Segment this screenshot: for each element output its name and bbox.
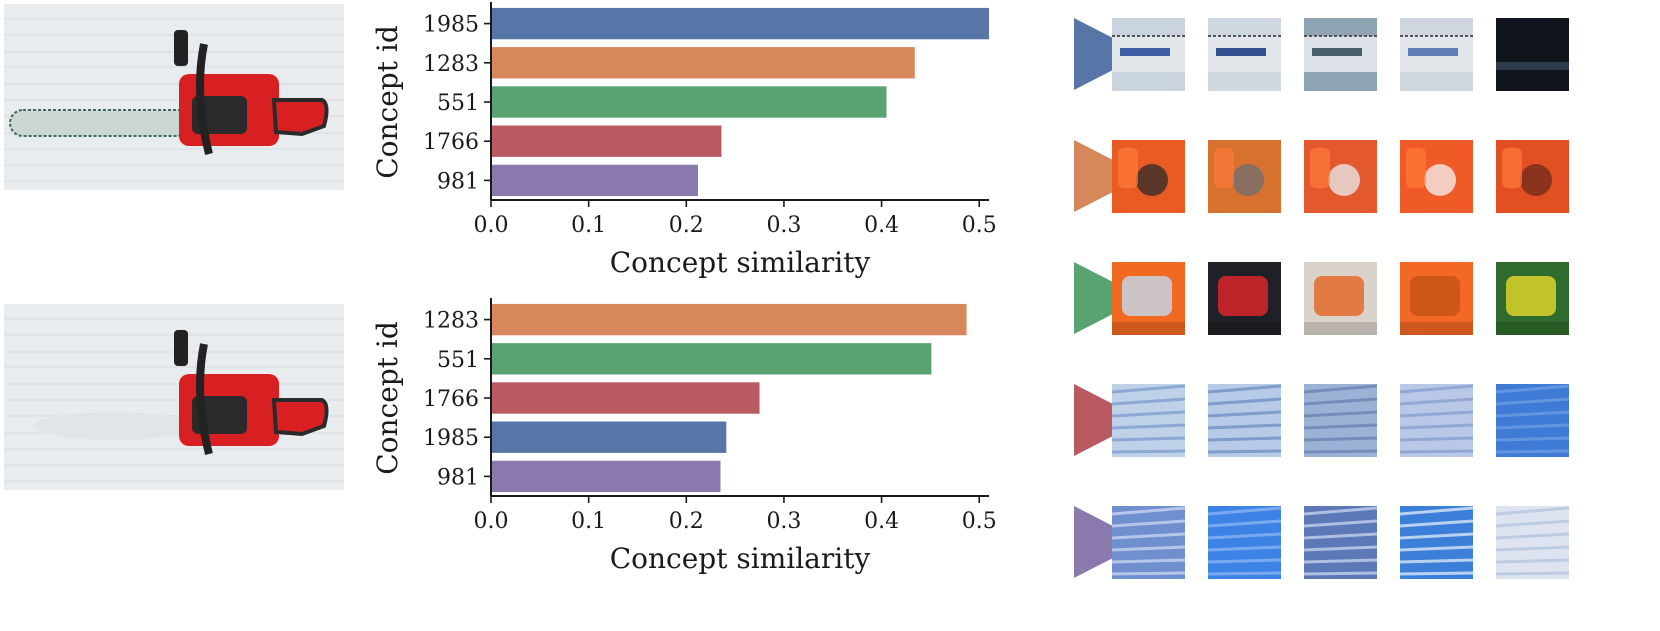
x-tick-label: 0.3 — [766, 509, 801, 534]
concept-981-example-patch-icon — [1112, 506, 1185, 579]
x-tick-label: 0.2 — [669, 213, 704, 238]
bar-1766 — [491, 382, 760, 414]
concept-row-1283 — [1068, 136, 1658, 216]
x-tick-label: 0.5 — [962, 509, 997, 534]
y-tick-label-1283: 1283 — [423, 309, 479, 334]
y-tick-label-551: 551 — [437, 348, 479, 373]
orange-triangle-marker-icon — [1074, 140, 1144, 212]
concept-1283-example-patch-icon — [1304, 140, 1377, 213]
concept-551-example-patch-icon — [1304, 262, 1377, 335]
concept-1283-example-patch-icon — [1496, 140, 1569, 213]
concept-1766-example-patch-icon — [1112, 384, 1185, 457]
blue-triangle-marker-icon — [1074, 18, 1144, 90]
bar-1985 — [491, 7, 989, 40]
concept-row-1985 — [1068, 14, 1658, 94]
chainsaw-bar-removed-image-icon — [4, 304, 344, 490]
y-tick-label-551: 551 — [437, 91, 479, 116]
concept-551-example-patch-icon — [1400, 262, 1473, 335]
x-axis-title: Concept similarity — [610, 542, 871, 575]
x-tick-label: 0.0 — [474, 213, 509, 238]
bar-1766 — [491, 125, 722, 157]
concept-row-1766 — [1068, 380, 1658, 460]
concept-551-example-patch-icon — [1112, 262, 1185, 335]
y-tick-label-981: 981 — [437, 169, 479, 194]
y-axis-title: Concept id — [371, 25, 404, 179]
similarity-chart-bottom: 1283 551 1766 1985 981 0.0 0.1 0.2 0.3 0.4 0.5 Conc… — [370, 296, 1070, 596]
bar-1283 — [491, 47, 915, 79]
chainsaw-bar-removed-photo — [4, 304, 344, 490]
concept-981-example-patch-icon — [1208, 506, 1281, 579]
concept-551-example-patch-icon — [1496, 262, 1569, 335]
x-tick-label: 0.3 — [766, 213, 801, 238]
concept-1985-example-patch-icon — [1208, 18, 1281, 91]
x-tick-label: 0.4 — [864, 213, 899, 238]
x-tick-label: 0.4 — [864, 509, 899, 534]
y-axis-title: Concept id — [371, 321, 404, 475]
concept-1283-example-patch-icon — [1400, 140, 1473, 213]
bar-981 — [491, 460, 721, 493]
bar-1985 — [491, 421, 727, 453]
concept-1766-example-patch-icon — [1304, 384, 1377, 457]
concept-1985-example-patch-icon — [1400, 18, 1473, 91]
x-tick-label: 0.1 — [571, 213, 606, 238]
concept-1283-example-patch-icon — [1112, 140, 1185, 213]
purple-triangle-marker-icon — [1074, 506, 1144, 578]
x-tick-label: 0.1 — [571, 509, 606, 534]
concept-1766-example-patch-icon — [1208, 384, 1281, 457]
y-tick-label-1766: 1766 — [423, 387, 479, 412]
concept-981-example-patch-icon — [1400, 506, 1473, 579]
bar-551 — [491, 343, 932, 375]
concept-row-981 — [1068, 502, 1658, 582]
concept-row-551 — [1068, 258, 1658, 338]
y-tick-label-981: 981 — [437, 465, 479, 490]
x-tick-label: 0.5 — [962, 213, 997, 238]
concept-1985-example-patch-icon — [1304, 18, 1377, 91]
similarity-chart-bottom-svg: 1283 551 1766 1985 981 0.0 0.1 0.2 0.3 0.4 0.5 Conc… — [371, 298, 997, 575]
similarity-chart-top: 1985 1283 551 1766 981 0.0 0.1 0.2 0.3 0.4 0.5 Conc… — [370, 0, 1070, 300]
x-tick-label: 0.0 — [474, 509, 509, 534]
x-tick-label: 0.2 — [669, 509, 704, 534]
bar-551 — [491, 86, 887, 118]
concept-1283-example-patch-icon — [1208, 140, 1281, 213]
chainsaw-full-photo — [4, 4, 344, 190]
concept-1766-example-patch-icon — [1400, 384, 1473, 457]
bar-981 — [491, 164, 699, 197]
x-axis-title: Concept similarity — [610, 246, 871, 279]
similarity-chart-top-svg: 1985 1283 551 1766 981 0.0 0.1 0.2 0.3 0.4 0.5 Conc… — [371, 2, 997, 279]
green-triangle-marker-icon — [1074, 262, 1144, 334]
concept-981-example-patch-icon — [1304, 506, 1377, 579]
concept-1985-example-patch-icon — [1496, 18, 1569, 91]
concept-1985-example-patch-icon — [1112, 18, 1185, 91]
y-tick-label-1985: 1985 — [423, 426, 479, 451]
concept-981-example-patch-icon — [1496, 506, 1569, 579]
y-tick-label-1766: 1766 — [423, 130, 479, 155]
y-tick-label-1985: 1985 — [423, 13, 479, 38]
concept-1766-example-patch-icon — [1496, 384, 1569, 457]
y-tick-label-1283: 1283 — [423, 52, 479, 77]
chainsaw-full-image-icon — [4, 4, 344, 190]
red-triangle-marker-icon — [1074, 384, 1144, 456]
concept-examples-panel — [1068, 14, 1658, 624]
bar-1283 — [491, 303, 967, 336]
concept-551-example-patch-icon — [1208, 262, 1281, 335]
